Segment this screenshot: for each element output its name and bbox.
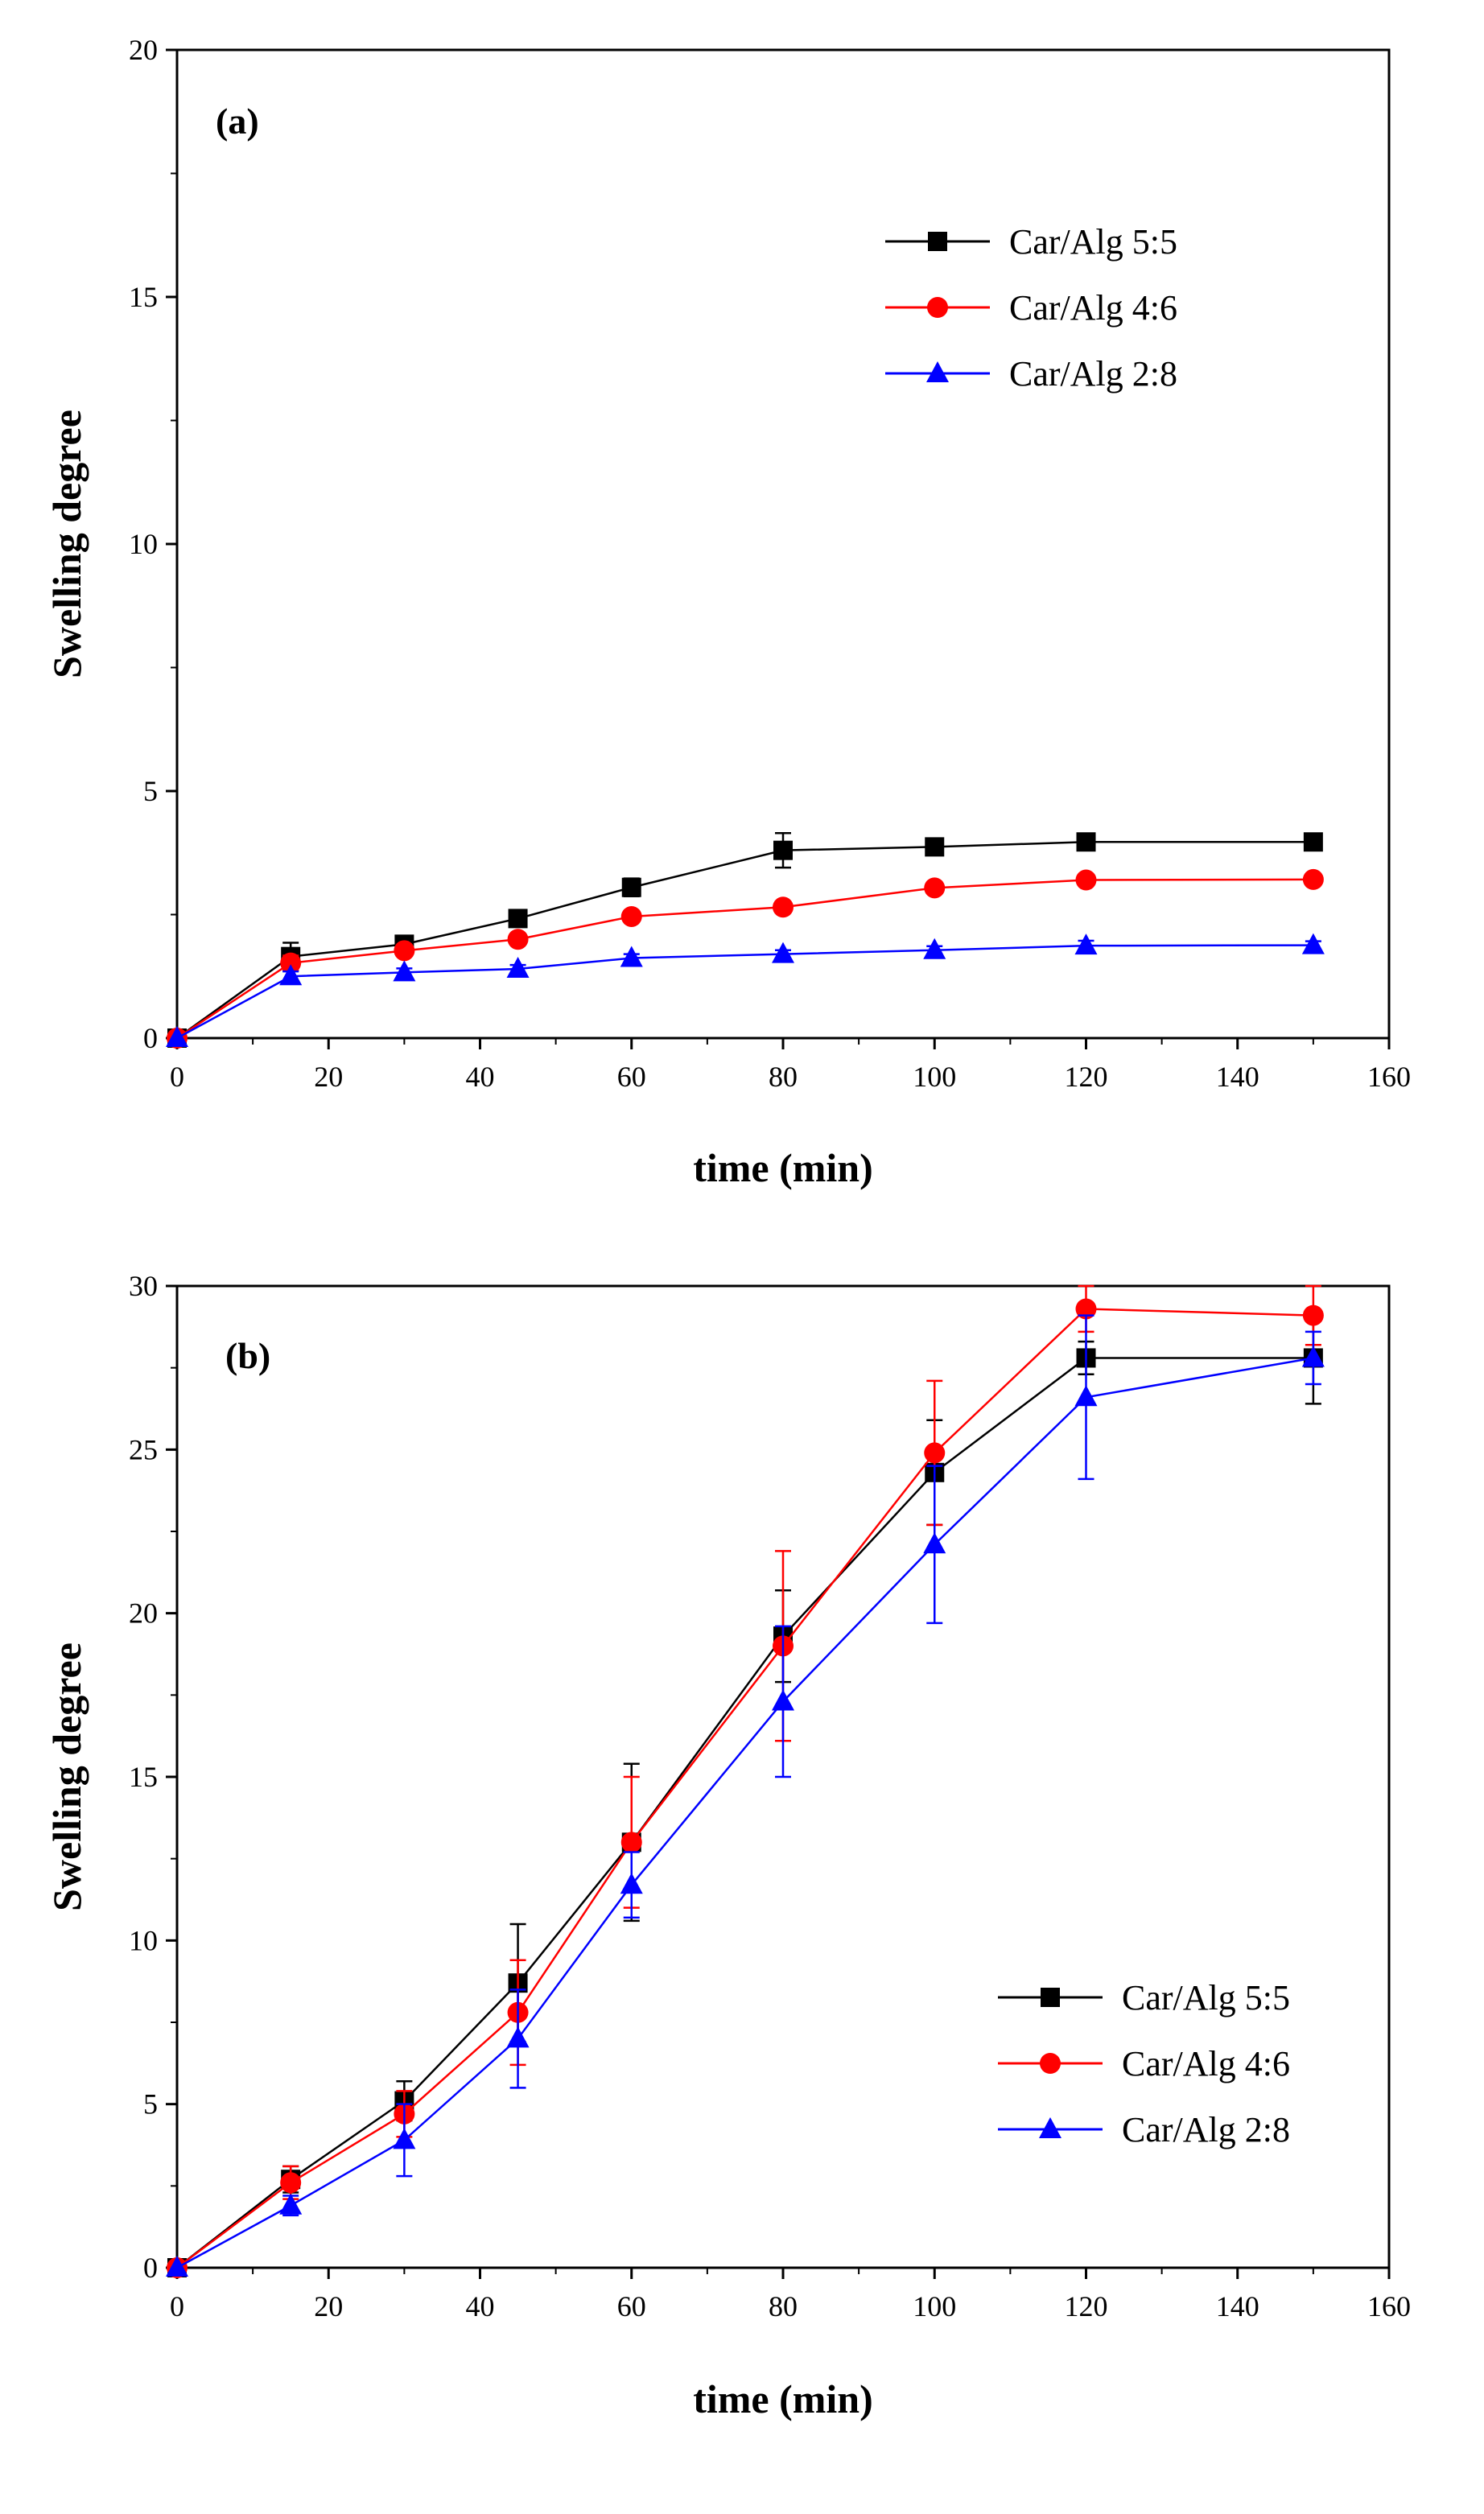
data-point <box>393 960 416 982</box>
data-point <box>1301 933 1325 954</box>
data-point <box>1301 1346 1325 1367</box>
data-point <box>166 1026 188 1047</box>
data-point <box>394 940 415 962</box>
plot-frame <box>175 48 1391 1040</box>
legend-marker <box>1040 2053 1061 2074</box>
y-tick-label: 15 <box>129 281 158 313</box>
legend: Car/Alg 5:5 Car/Alg 4:6 Car/Alg 2:8 <box>885 222 1177 394</box>
data-point <box>1303 832 1323 852</box>
y-tick-label: 25 <box>129 1433 158 1465</box>
chart-panel-b: 0 20 40 60 80 100 120 140 160 0 5 10 15 20 25 30 time (m… <box>44 1270 1411 2421</box>
data-point <box>773 840 793 860</box>
panel-label: (a) <box>216 101 259 142</box>
data-point <box>506 2026 530 2048</box>
legend-label: Car/Alg 2:8 <box>1122 2110 1290 2149</box>
y-tick-label: 30 <box>129 1270 158 1302</box>
data-point <box>773 896 794 918</box>
x-tick-label: 40 <box>466 1061 495 1093</box>
data-point <box>1074 1385 1098 1407</box>
panel-label: (b) <box>225 1335 270 1376</box>
data-point <box>279 2193 303 2215</box>
x-tick-label: 160 <box>1367 1061 1411 1093</box>
data-point <box>280 952 302 974</box>
series-line <box>176 944 1313 1040</box>
data-point <box>772 942 794 963</box>
series-car-alg-2-8 <box>166 1314 1325 2277</box>
legend-label: Car/Alg 4:6 <box>1122 2044 1290 2083</box>
legend-label: Car/Alg 2:8 <box>1009 354 1177 394</box>
data-point <box>1076 832 1096 852</box>
x-tick-label: 60 <box>617 1061 646 1093</box>
x-tick-label: 80 <box>769 2290 798 2322</box>
y-tick-label: 5 <box>143 2088 158 2120</box>
data-point <box>507 929 529 950</box>
x-tick-label: 40 <box>466 2290 495 2322</box>
x-tick-label: 80 <box>769 1061 798 1093</box>
legend-label: Car/Alg 5:5 <box>1122 1978 1290 2017</box>
data-point <box>280 2172 302 2194</box>
series-line <box>176 878 1313 1040</box>
x-tick-label: 140 <box>1216 1061 1259 1093</box>
data-point <box>1075 1298 1097 1320</box>
x-tick-label: 0 <box>170 2290 184 2322</box>
x-tick-label: 0 <box>170 1061 184 1093</box>
y-tick-label: 15 <box>129 1761 158 1793</box>
y-tick-label: 10 <box>129 1924 158 1956</box>
x-tick-label: 20 <box>314 2290 343 2322</box>
series-line <box>176 840 1313 1040</box>
y-tick-label: 0 <box>143 2252 158 2284</box>
x-tick-label: 120 <box>1065 2290 1108 2322</box>
chart-panel-a: 0 20 40 60 80 100 120 140 160 0 5 10 15 20 time (min) S… <box>44 34 1411 1190</box>
data-point <box>166 2256 188 2277</box>
data-point <box>923 938 946 959</box>
legend-marker <box>926 361 949 382</box>
y-axis-title: Swelling degree <box>44 1642 89 1911</box>
data-point <box>1302 868 1324 890</box>
legend: Car/Alg 5:5 Car/Alg 4:6 Car/Alg 2:8 <box>998 1978 1290 2149</box>
data-point <box>508 909 528 929</box>
x-tick-label: 100 <box>913 2290 956 2322</box>
y-tick-label: 10 <box>129 528 158 560</box>
legend-marker <box>1041 1988 1060 2007</box>
x-tick-label: 20 <box>314 1061 343 1093</box>
series-car-alg-4-6 <box>167 868 1324 1049</box>
data-point <box>506 957 530 979</box>
legend-marker <box>927 297 948 318</box>
data-point <box>1075 869 1097 891</box>
data-point <box>620 1832 642 1853</box>
x-tick-label: 100 <box>913 1061 956 1093</box>
series-car-alg-2-8 <box>166 933 1325 1047</box>
data-point <box>621 877 641 897</box>
legend-marker <box>928 232 947 251</box>
x-tick-label: 120 <box>1065 1061 1108 1093</box>
data-point <box>772 1689 794 1711</box>
x-tick-label: 160 <box>1367 2290 1411 2322</box>
data-point <box>924 877 946 899</box>
x-tick-label: 140 <box>1216 2290 1259 2322</box>
data-point <box>620 1873 643 1894</box>
y-tick-label: 20 <box>129 1597 158 1630</box>
legend-label: Car/Alg 5:5 <box>1009 222 1177 262</box>
x-tick-label: 60 <box>617 2290 646 2322</box>
data-point <box>620 946 643 967</box>
data-point <box>279 964 303 986</box>
legend-label: Car/Alg 4:6 <box>1009 288 1177 328</box>
y-axis-title: Swelling degree <box>44 410 89 678</box>
data-point <box>923 1532 946 1554</box>
x-axis-title: time (min) <box>693 2376 873 2421</box>
legend-marker <box>1039 2117 1061 2138</box>
series-car-alg-5-5 <box>167 831 1323 1048</box>
x-axis-title: time (min) <box>693 1145 873 1190</box>
data-point <box>925 837 945 857</box>
data-point <box>393 2128 416 2149</box>
data-point <box>1074 933 1098 955</box>
data-point <box>620 905 642 927</box>
y-tick-label: 5 <box>143 775 158 807</box>
y-tick-label: 20 <box>129 34 158 66</box>
data-point <box>924 1442 946 1464</box>
y-tick-label: 0 <box>143 1022 158 1054</box>
data-point <box>1302 1304 1324 1326</box>
